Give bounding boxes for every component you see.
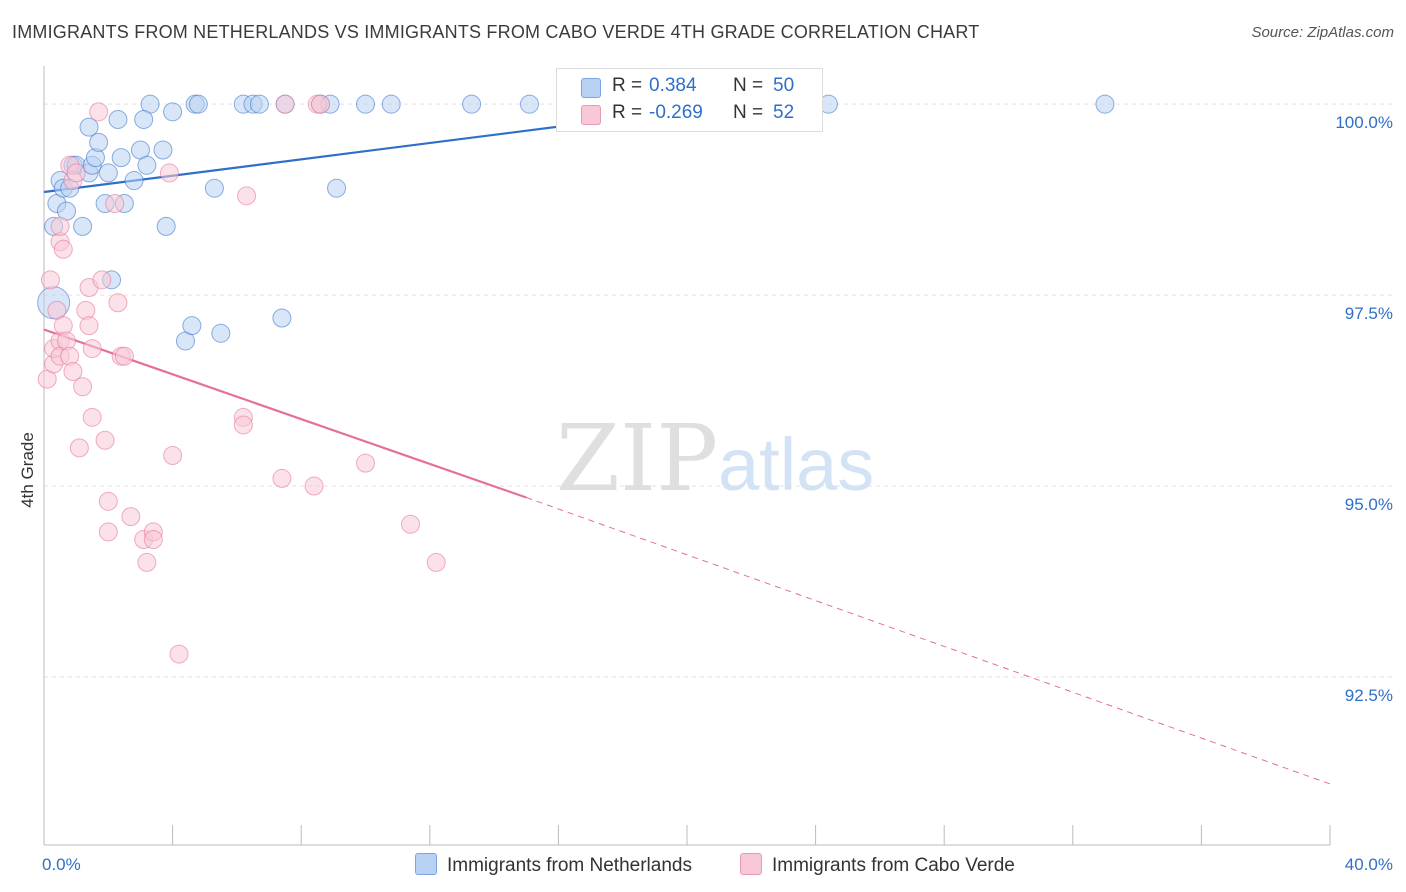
point-netherlands [156, 216, 176, 236]
n-value: 52 [773, 102, 795, 123]
point-netherlands [249, 94, 269, 114]
point-netherlands [73, 216, 93, 236]
point-cabo-verde [237, 186, 257, 206]
r-value: 0.384 [649, 75, 697, 96]
point-netherlands [188, 94, 208, 114]
point-netherlands [356, 94, 375, 114]
data-points [37, 94, 1115, 664]
legend: Immigrants from Netherlands Immigrants f… [0, 850, 1406, 880]
point-cabo-verde [159, 163, 179, 183]
point-cabo-verde [73, 377, 93, 397]
point-netherlands [79, 117, 99, 137]
point-cabo-verde [401, 514, 421, 534]
legend-swatch-cabo-verde [740, 853, 762, 875]
stats-box: R = 0.384 N = 50 R = -0.269 N = 52 [556, 68, 823, 132]
r-value: -0.269 [649, 102, 703, 123]
point-cabo-verde [310, 94, 330, 114]
point-cabo-verde [356, 453, 375, 473]
x-tick-label: 40.0% [1345, 855, 1393, 874]
point-cabo-verde [79, 316, 99, 336]
y-axis-label: 4th Grade [18, 432, 37, 508]
point-cabo-verde [169, 644, 189, 664]
point-netherlands [124, 171, 144, 191]
point-cabo-verde [163, 446, 183, 465]
point-cabo-verde [82, 407, 102, 427]
point-cabo-verde [143, 530, 163, 550]
legend-item-netherlands[interactable]: Immigrants from Netherlands [415, 853, 692, 877]
point-netherlands [211, 323, 231, 343]
point-netherlands [272, 308, 292, 328]
legend-swatch-netherlands [415, 853, 437, 875]
point-cabo-verde [98, 522, 118, 542]
watermark-zip: ZIP [556, 405, 718, 512]
point-cabo-verde [82, 339, 102, 359]
point-cabo-verde [92, 270, 112, 290]
n-label: N = [733, 102, 764, 123]
point-netherlands [1095, 94, 1115, 114]
x-tick-label: 0.0% [42, 855, 81, 874]
point-netherlands [381, 94, 401, 114]
point-cabo-verde [121, 507, 141, 527]
point-cabo-verde [105, 193, 125, 213]
source-label: Source: ZipAtlas.com [1251, 24, 1394, 41]
y-tick-label: 92.5% [1345, 686, 1393, 705]
axes [43, 66, 1331, 846]
point-cabo-verde [272, 468, 292, 488]
point-netherlands [111, 148, 131, 168]
legend-label-netherlands: Immigrants from Netherlands [447, 855, 692, 876]
point-cabo-verde [98, 491, 118, 511]
tick-labels: 100.0% 97.5% 95.0% 92.5% 0.0% 40.0% [42, 113, 1393, 874]
y-tick-label: 97.5% [1345, 304, 1393, 323]
r-label: R = [612, 75, 643, 96]
point-cabo-verde [69, 438, 89, 458]
point-netherlands [462, 94, 482, 114]
legend-item-cabo-verde[interactable]: Immigrants from Cabo Verde [740, 853, 1015, 877]
point-netherlands [204, 178, 224, 198]
point-cabo-verde [95, 430, 115, 450]
point-cabo-verde [275, 94, 295, 114]
point-netherlands [89, 132, 109, 152]
legend-label-cabo-verde: Immigrants from Cabo Verde [772, 855, 1015, 876]
cabo-verde-swatch [581, 105, 601, 125]
point-netherlands [163, 102, 183, 122]
netherlands-swatch [581, 78, 601, 98]
y-tick-label: 95.0% [1345, 495, 1393, 514]
point-cabo-verde [66, 163, 86, 183]
point-netherlands [98, 163, 118, 183]
point-netherlands [108, 109, 128, 129]
point-netherlands [327, 178, 347, 198]
point-cabo-verde [137, 552, 157, 572]
point-cabo-verde [53, 239, 73, 259]
point-cabo-verde [426, 552, 446, 572]
point-cabo-verde [63, 361, 83, 381]
point-cabo-verde [50, 216, 70, 236]
point-netherlands [137, 155, 157, 175]
watermark: ZIP atlas [556, 405, 874, 512]
point-netherlands [134, 109, 154, 129]
point-cabo-verde [40, 270, 60, 290]
chart-title: IMMIGRANTS FROM NETHERLANDS VS IMMIGRANT… [12, 22, 980, 42]
point-netherlands [182, 316, 202, 336]
trend-line-extrapolated [526, 497, 1331, 785]
point-netherlands [153, 140, 173, 160]
point-cabo-verde [114, 346, 134, 366]
n-value: 50 [773, 75, 795, 96]
point-cabo-verde [304, 476, 324, 496]
y-tick-label: 100.0% [1335, 113, 1393, 132]
point-netherlands [519, 94, 539, 114]
watermark-atlas: atlas [718, 423, 874, 506]
point-cabo-verde [89, 102, 109, 122]
point-cabo-verde [233, 415, 253, 435]
r-label: R = [612, 102, 643, 123]
point-cabo-verde [108, 293, 128, 313]
n-label: N = [733, 75, 764, 96]
